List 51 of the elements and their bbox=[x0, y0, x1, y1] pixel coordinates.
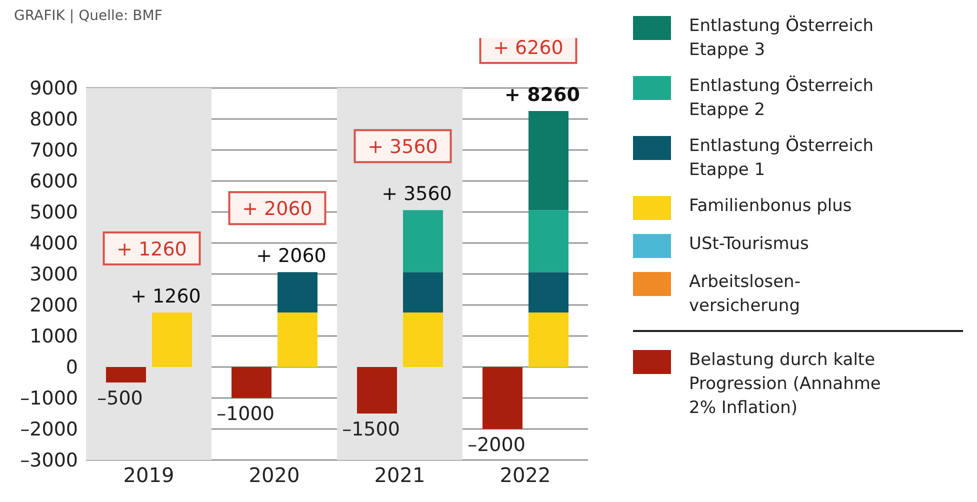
legend-label: Entlastung Österreich Etappe 2 bbox=[689, 74, 875, 122]
bar bbox=[528, 312, 568, 367]
bar bbox=[482, 367, 522, 429]
bar bbox=[106, 367, 146, 382]
bar bbox=[152, 312, 192, 367]
bar bbox=[357, 367, 397, 414]
y-tick-label: 0 bbox=[66, 356, 78, 379]
bar bbox=[528, 272, 568, 312]
y-tick-label: 4000 bbox=[30, 232, 78, 255]
y-tick-label: 1000 bbox=[30, 326, 78, 348]
data-label: –500 bbox=[97, 388, 143, 410]
total-label: + 3560 bbox=[368, 136, 438, 158]
y-tick-label: –2000 bbox=[20, 418, 78, 441]
y-tick-label: 9000 bbox=[30, 78, 78, 100]
bar bbox=[403, 312, 443, 367]
data-label: –1500 bbox=[342, 418, 400, 440]
bar bbox=[278, 312, 318, 367]
legend-label: Belastung durch kalte Progression (Annahme 2% Inflation) bbox=[689, 349, 882, 420]
x-tick-label: 2019 bbox=[123, 463, 174, 488]
annotation: + 2060 bbox=[256, 245, 326, 268]
y-tick-label: 5000 bbox=[30, 202, 78, 224]
legend-label: USt-Tourismus bbox=[689, 233, 810, 256]
x-tick-label: 2020 bbox=[248, 463, 300, 488]
legend-label: Familienbonus plus bbox=[689, 195, 853, 218]
total-label: + 2060 bbox=[242, 198, 312, 220]
y-tick-label: 8000 bbox=[30, 108, 78, 131]
annotation: + 1260 bbox=[130, 285, 201, 308]
annotation: + 8260 bbox=[504, 84, 580, 106]
annotation: + 3560 bbox=[382, 183, 452, 206]
y-tick-label: 7000 bbox=[30, 140, 78, 162]
total-label: + 1260 bbox=[116, 238, 187, 260]
text: GRAFIK | Quelle: BMF bbox=[14, 8, 162, 24]
bar bbox=[403, 210, 443, 272]
y-tick-label: –3000 bbox=[20, 450, 78, 472]
x-tick-label: 2022 bbox=[500, 463, 551, 488]
total-label: + 6260 bbox=[493, 36, 564, 59]
bar bbox=[403, 272, 443, 312]
legend-label: Arbeitslosen-versicherung bbox=[689, 271, 802, 318]
data-label: –1000 bbox=[216, 403, 274, 425]
bar bbox=[278, 272, 318, 312]
bar bbox=[528, 110, 568, 210]
legend-label: Entlastung Österreich Etappe 3 bbox=[689, 14, 875, 62]
y-tick-label: –1000 bbox=[20, 388, 78, 410]
y-tick-label: 3000 bbox=[30, 264, 78, 286]
bar bbox=[528, 210, 568, 272]
bar bbox=[232, 367, 272, 398]
y-tick-label: 2000 bbox=[30, 294, 78, 317]
y-tick-label: 6000 bbox=[30, 170, 78, 193]
x-tick-label: 2021 bbox=[374, 463, 426, 488]
data-label: –2000 bbox=[468, 434, 526, 456]
legend-label: Entlastung Österreich Etappe 1 bbox=[689, 134, 875, 182]
